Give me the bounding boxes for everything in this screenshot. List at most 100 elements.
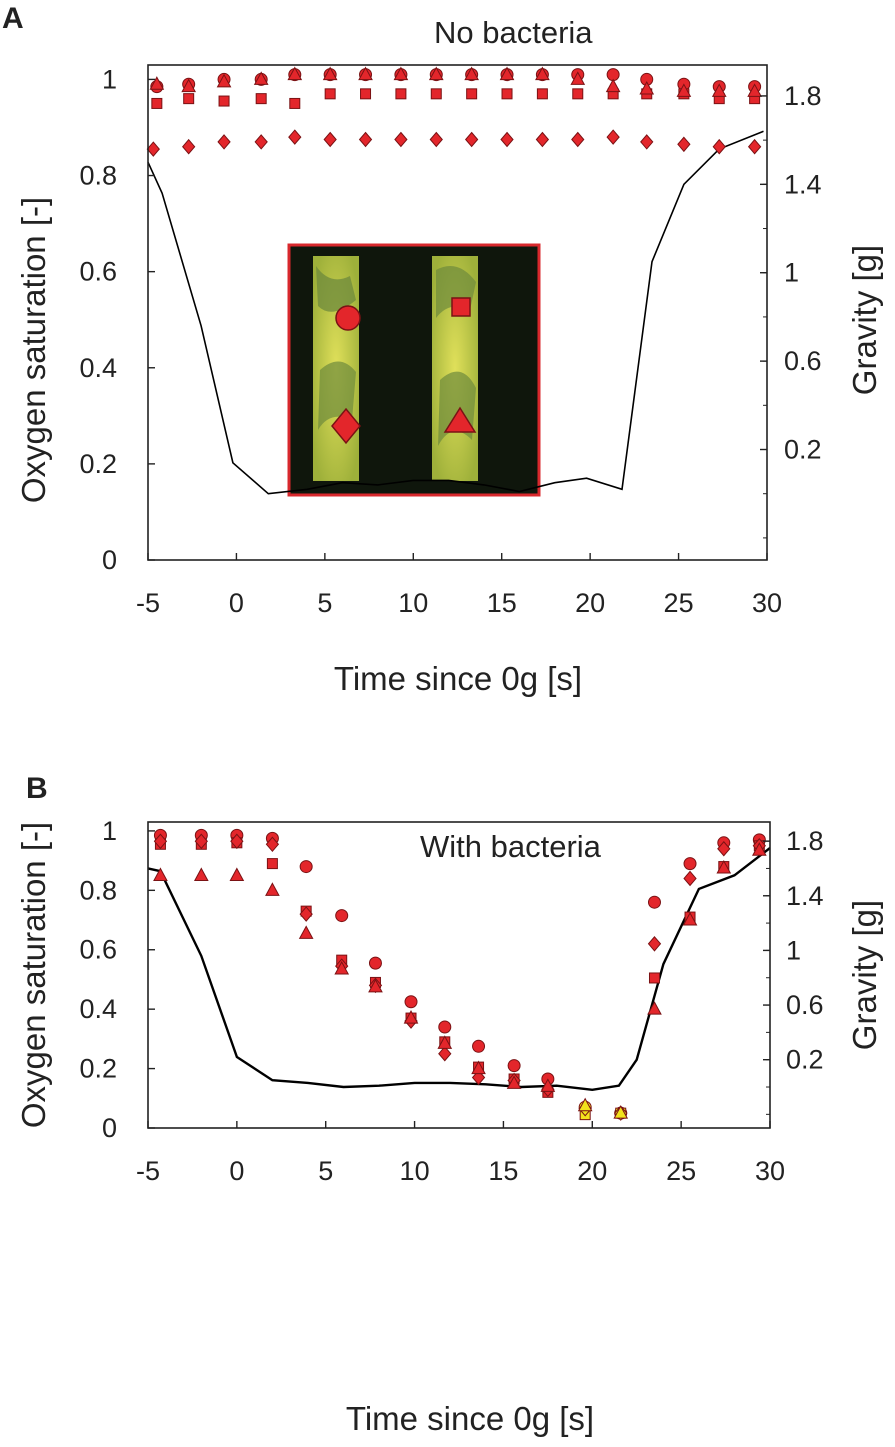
panel-a-gravity-layer [147,130,764,495]
triangle-marker [605,78,621,93]
panel-b-markers-layer [153,828,767,1121]
square-marker [648,972,660,984]
panel-b-gravity-layer [147,847,771,1092]
panel-a-x-axis-title: Time since 0g [s] [334,660,582,697]
panel-a-letter: A [2,2,24,35]
triangle-marker [577,1097,593,1112]
diamond-marker [146,141,160,157]
y2-tick-label: 1.8 [784,81,822,111]
x-tick-label: 30 [752,588,782,618]
diamond-marker [323,131,337,148]
x-tick-label: 20 [577,1156,607,1186]
inset-triangle-marker [443,406,477,433]
square-marker [218,95,230,107]
circle-marker [507,1059,521,1073]
diamond-marker [535,131,550,148]
diamond-marker [194,833,208,850]
panel-b-y-axis-title: Oxygen saturation [-] [15,822,52,1128]
y-tick-label: 1 [102,816,117,846]
diamond-marker [677,136,691,153]
diamond-marker [299,906,313,922]
panel-b-x-axis-title: Time since 0g [s] [346,1400,594,1437]
triangle-marker [682,911,698,926]
y-tick-label: 0.2 [79,1054,117,1084]
diamond-marker [358,131,373,148]
x-tick-label: 10 [400,1156,430,1186]
square-marker [266,858,278,870]
triangle-marker [751,842,767,856]
circle-marker [472,1039,486,1053]
y2-tick-label: 0.2 [786,1045,824,1075]
panel-a-annotation: No bacteria [434,15,593,50]
square-marker [536,88,548,100]
circle-marker [438,1020,452,1034]
triangle-marker [437,1035,453,1049]
diamond-marker [153,833,168,850]
triangle-marker [193,867,209,881]
square-marker [466,88,478,100]
panel-a-chart: A No bacteria -5 0 5 10 15 20 25 30 00.20.40.60… [2,2,883,697]
diamond-marker [647,936,662,952]
triangle-marker [334,961,350,975]
panel-b-x-ticks: -5 0 5 10 15 20 25 30 [136,1121,785,1186]
panel-a-y-axis-title: Oxygen saturation [-] [15,197,52,503]
gravity-curve [147,847,771,1092]
diamond-marker [217,134,231,150]
diamond-marker [606,129,620,145]
panel-b-chart: B With bacteria -5 0 5 10 15 20 25 30 0 0.2 0.4 0.… [15,772,883,1437]
triangle-marker [535,66,550,81]
diamond-marker [254,134,268,150]
panel-a-markers-layer [146,66,762,157]
square-marker [183,93,195,105]
circle-marker [404,995,418,1009]
x-tick-label: 30 [755,1156,785,1186]
diamond-marker [712,138,726,155]
panel-a-y2-ticks: 0.2 0.6 1 1.4 1.8 [760,81,822,539]
triangle-marker [471,1060,486,1075]
diamond-marker [571,131,585,148]
inset-diamond-marker [331,407,361,445]
panel-b-y2-ticks: 0.2 0.6 1 1.4 1.8 [763,826,824,1115]
diamond-marker [182,138,196,155]
triangle-marker [711,83,727,97]
y2-tick-label: 1.8 [786,826,824,856]
triangle-marker [322,66,338,81]
circle-marker [299,860,313,874]
triangle-marker [265,882,280,896]
panel-a-y2-axis-title: Gravity [g] [846,245,883,395]
x-tick-label: -5 [136,1156,160,1186]
panel-b-y2-axis-title: Gravity [g] [846,900,883,1050]
triangle-marker [403,1010,419,1024]
panel-a-plot-frame [147,64,768,561]
square-marker [501,88,513,100]
panel-b-y-ticks: 0 0.2 0.4 0.6 0.8 1 [79,816,155,1143]
diamond-marker [265,836,280,853]
y-tick-label: 0 [102,545,117,575]
circle-marker [683,857,697,871]
triangle-marker [716,859,732,874]
y-tick-label: 0.6 [79,257,117,287]
triangle-marker [428,66,444,81]
x-tick-label: -5 [136,588,160,618]
diamond-marker [394,131,408,148]
triangle-marker [253,71,269,85]
square-marker [395,88,407,100]
triangle-marker [613,1105,629,1119]
panel-b-annotation: With bacteria [420,829,602,864]
triangle-marker [676,83,692,97]
triangle-marker [149,76,165,90]
square-marker [151,97,163,109]
y-tick-label: 0.4 [79,994,117,1024]
triangle-marker [368,978,383,993]
triangle-marker [181,78,197,93]
triangle-marker [216,73,232,88]
y-tick-label: 0.8 [79,161,117,191]
triangle-marker [287,66,303,81]
y2-tick-label: 0.6 [786,990,824,1020]
diamond-marker [429,131,443,148]
triangle-marker [639,80,655,95]
y2-tick-label: 1 [786,935,801,965]
y-tick-label: 0.8 [79,875,117,905]
y-tick-label: 1 [102,64,117,94]
